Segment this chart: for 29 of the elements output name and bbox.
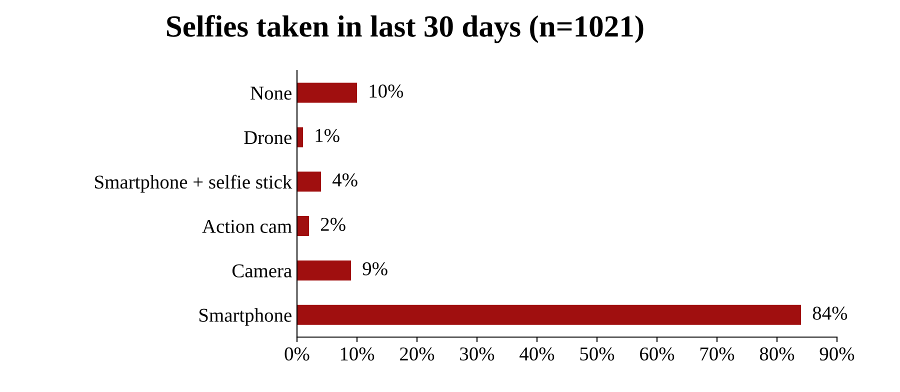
chart-title: Selfies taken in last 30 days (n=1021): [167, 15, 644, 44]
x-tick-label: 50%: [580, 347, 614, 361]
x-tick-label: 20%: [400, 347, 434, 361]
data-label: 9%: [362, 262, 388, 276]
y-tick-label: None: [250, 86, 292, 100]
x-tick-label: 0%: [284, 347, 310, 361]
bar: [297, 216, 309, 236]
x-tick-label: 30%: [460, 347, 494, 361]
data-label: 10%: [370, 84, 404, 98]
data-label: 1%: [316, 128, 340, 142]
y-tick-label: Action cam: [202, 220, 292, 233]
x-tick-label: 80%: [760, 347, 794, 361]
y-tick-label: Smartphone: [199, 308, 292, 326]
bar: [297, 127, 303, 148]
y-tick-label: Camera: [232, 264, 292, 278]
x-tick-label: 90%: [820, 347, 854, 361]
bar: [297, 260, 351, 280]
bar: [297, 304, 801, 325]
bar: [297, 172, 321, 192]
bar: [297, 82, 357, 103]
x-tick-label: 10%: [340, 347, 374, 361]
data-label: 2%: [320, 218, 346, 231]
y-tick-label: Drone: [244, 131, 292, 144]
x-tick-label: 40%: [520, 347, 554, 361]
x-tick-label: 70%: [700, 347, 734, 361]
y-tick-label: Smartphone + selfie stick: [95, 174, 292, 193]
data-label: 84%: [812, 306, 848, 320]
x-tick-label: 60%: [640, 347, 674, 361]
data-label: 4%: [332, 173, 358, 187]
